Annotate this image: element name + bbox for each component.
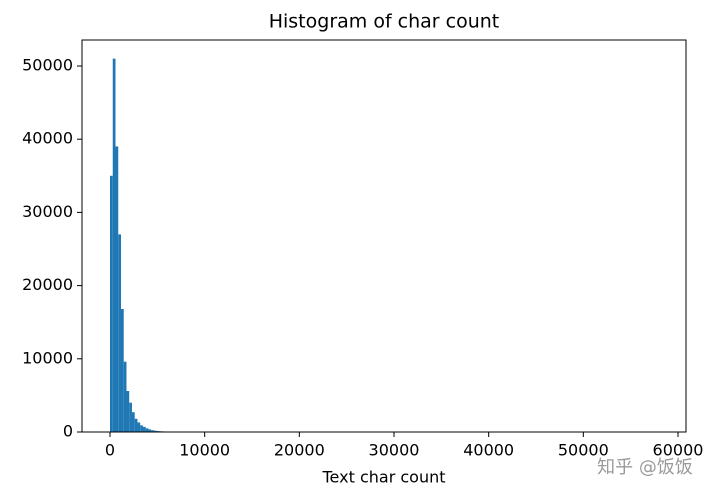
x-axis-label: Text char count [322,468,446,487]
bar [148,429,152,432]
bar [140,425,143,432]
bar [137,422,141,432]
x-tick-label: 40000 [463,441,514,460]
x-tick-label: 20000 [274,441,325,460]
x-tick-label: 0 [105,441,115,460]
y-tick-label: 30000 [22,202,73,221]
x-tick-label: 10000 [179,441,230,460]
plot-frame [81,39,687,433]
bar [145,428,149,432]
y-tick-label: 0 [63,422,73,441]
bar [120,309,124,432]
watermark: 知乎 @饭饭 [597,457,693,478]
y-tick-label: 40000 [22,129,73,148]
x-tick-label: 60000 [653,441,704,460]
y-tick-label: 50000 [22,55,73,74]
y-tick-label: 20000 [22,275,73,294]
bar [134,418,138,432]
chart-title: Histogram of char count [269,11,500,33]
bar [112,58,116,433]
y-tick-label: 10000 [22,348,73,367]
x-tick-label: 30000 [369,441,420,460]
bar [129,402,132,432]
bar [131,412,135,432]
bar [126,391,130,432]
bar [142,426,146,432]
bar [153,430,157,432]
x-tick-label: 50000 [558,441,609,460]
bar [115,146,119,432]
bar [151,430,154,432]
bar [118,234,121,432]
bar [110,175,113,433]
bar [123,361,127,432]
